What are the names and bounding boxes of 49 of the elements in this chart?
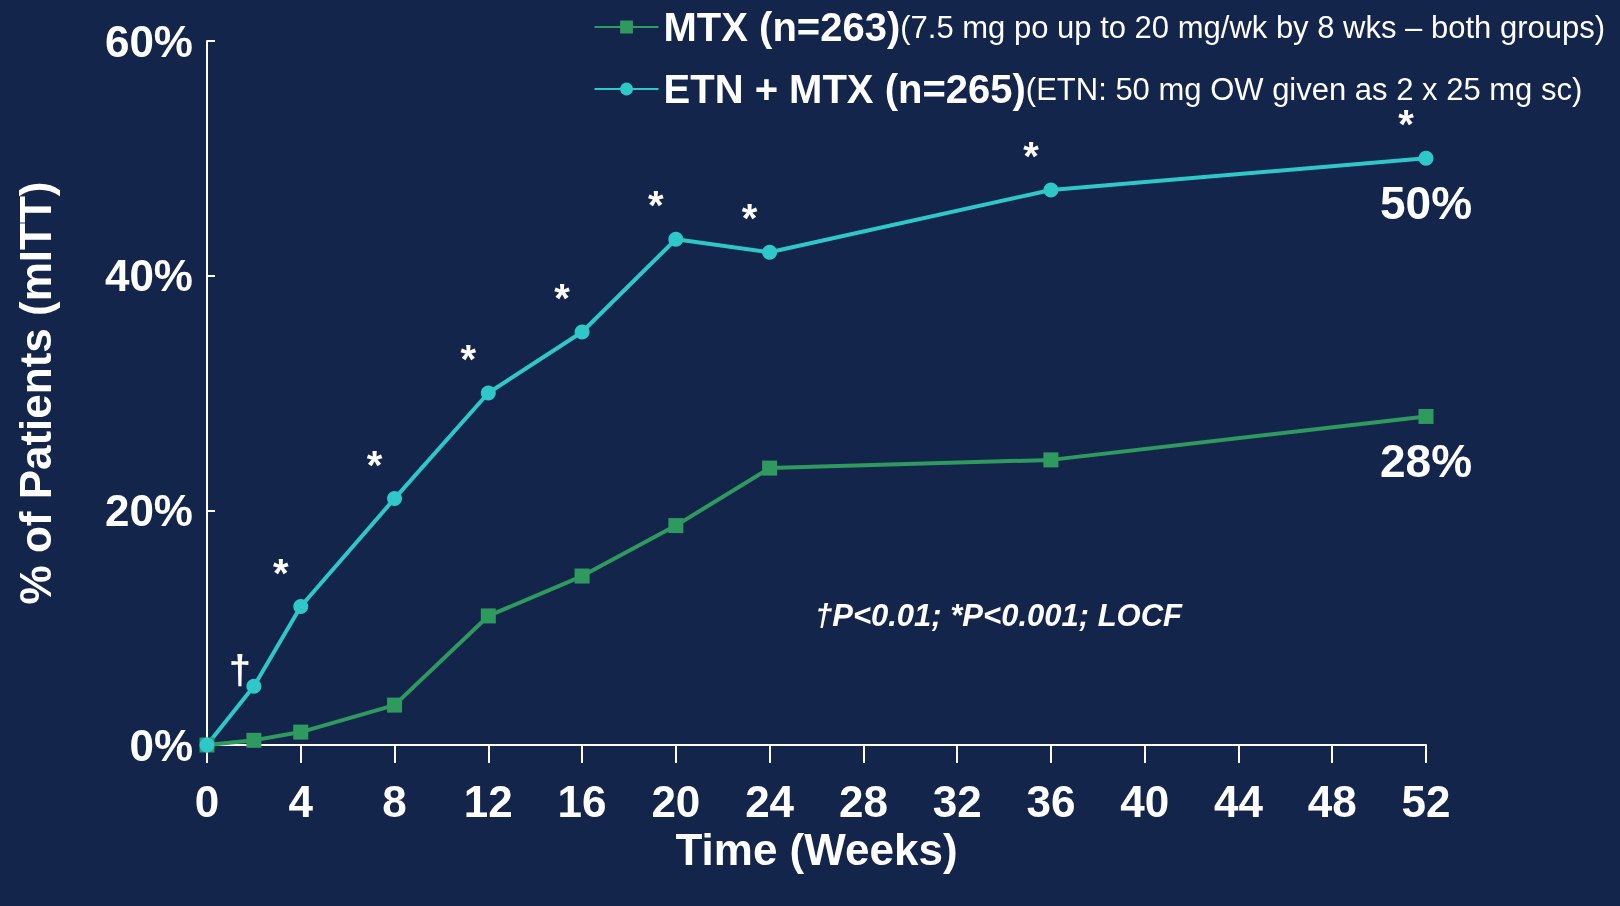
x-tick-label: 28 — [838, 776, 888, 826]
annotation: * — [460, 337, 477, 381]
point — [1043, 452, 1059, 468]
x-tick-label: 8 — [382, 776, 407, 826]
x-tick-label: 48 — [1307, 776, 1357, 826]
data-label: 50% — [1379, 176, 1473, 229]
y-tick-label: 60% — [104, 16, 193, 66]
x-tick-label: 36 — [1026, 776, 1076, 826]
annotation: † — [228, 648, 252, 693]
point — [1418, 150, 1434, 166]
point — [480, 608, 496, 624]
annotation: * — [554, 275, 571, 320]
x-tick-label: 44 — [1213, 776, 1264, 826]
y-tick-label: 0% — [129, 720, 193, 770]
x-tick-label: 40 — [1120, 776, 1170, 826]
point — [1418, 408, 1434, 424]
point — [387, 697, 403, 713]
x-tick-label: 12 — [463, 776, 513, 826]
x-tick-label: 24 — [745, 776, 795, 826]
annotation: * — [741, 196, 758, 241]
point — [293, 599, 309, 615]
point — [387, 491, 403, 507]
point — [762, 244, 778, 260]
point — [574, 568, 590, 584]
annotation: * — [1023, 134, 1040, 179]
point — [293, 724, 309, 740]
annotation: * — [272, 550, 289, 595]
legend-label: MTX (n=263)(7.5 mg po up to 20 mg/wk by 8 wks – both groups) — [663, 5, 1606, 49]
point — [1043, 182, 1059, 198]
x-tick-label: 0 — [194, 776, 220, 826]
point — [762, 460, 778, 476]
point — [668, 518, 684, 534]
x-tick-label: 32 — [932, 776, 982, 826]
y-tick-label: 40% — [104, 251, 193, 301]
x-tick-label: 52 — [1401, 776, 1451, 826]
point — [668, 231, 684, 247]
data-label: 28% — [1379, 434, 1473, 487]
annotation: †P<0.01; *P<0.001; LOCF — [815, 598, 1184, 633]
x-tick-label: 16 — [557, 776, 607, 826]
x-tick-label: 20 — [651, 776, 701, 826]
annotation: * — [366, 442, 383, 487]
y-axis-title: % of Patients (mITT) — [10, 181, 60, 605]
point — [480, 385, 496, 401]
annotation: * — [648, 183, 665, 228]
point — [246, 732, 262, 748]
x-axis-title: Time (Weeks) — [675, 825, 958, 875]
y-tick-label: 20% — [104, 485, 193, 535]
x-tick-label: 4 — [288, 776, 314, 826]
point — [574, 324, 590, 340]
